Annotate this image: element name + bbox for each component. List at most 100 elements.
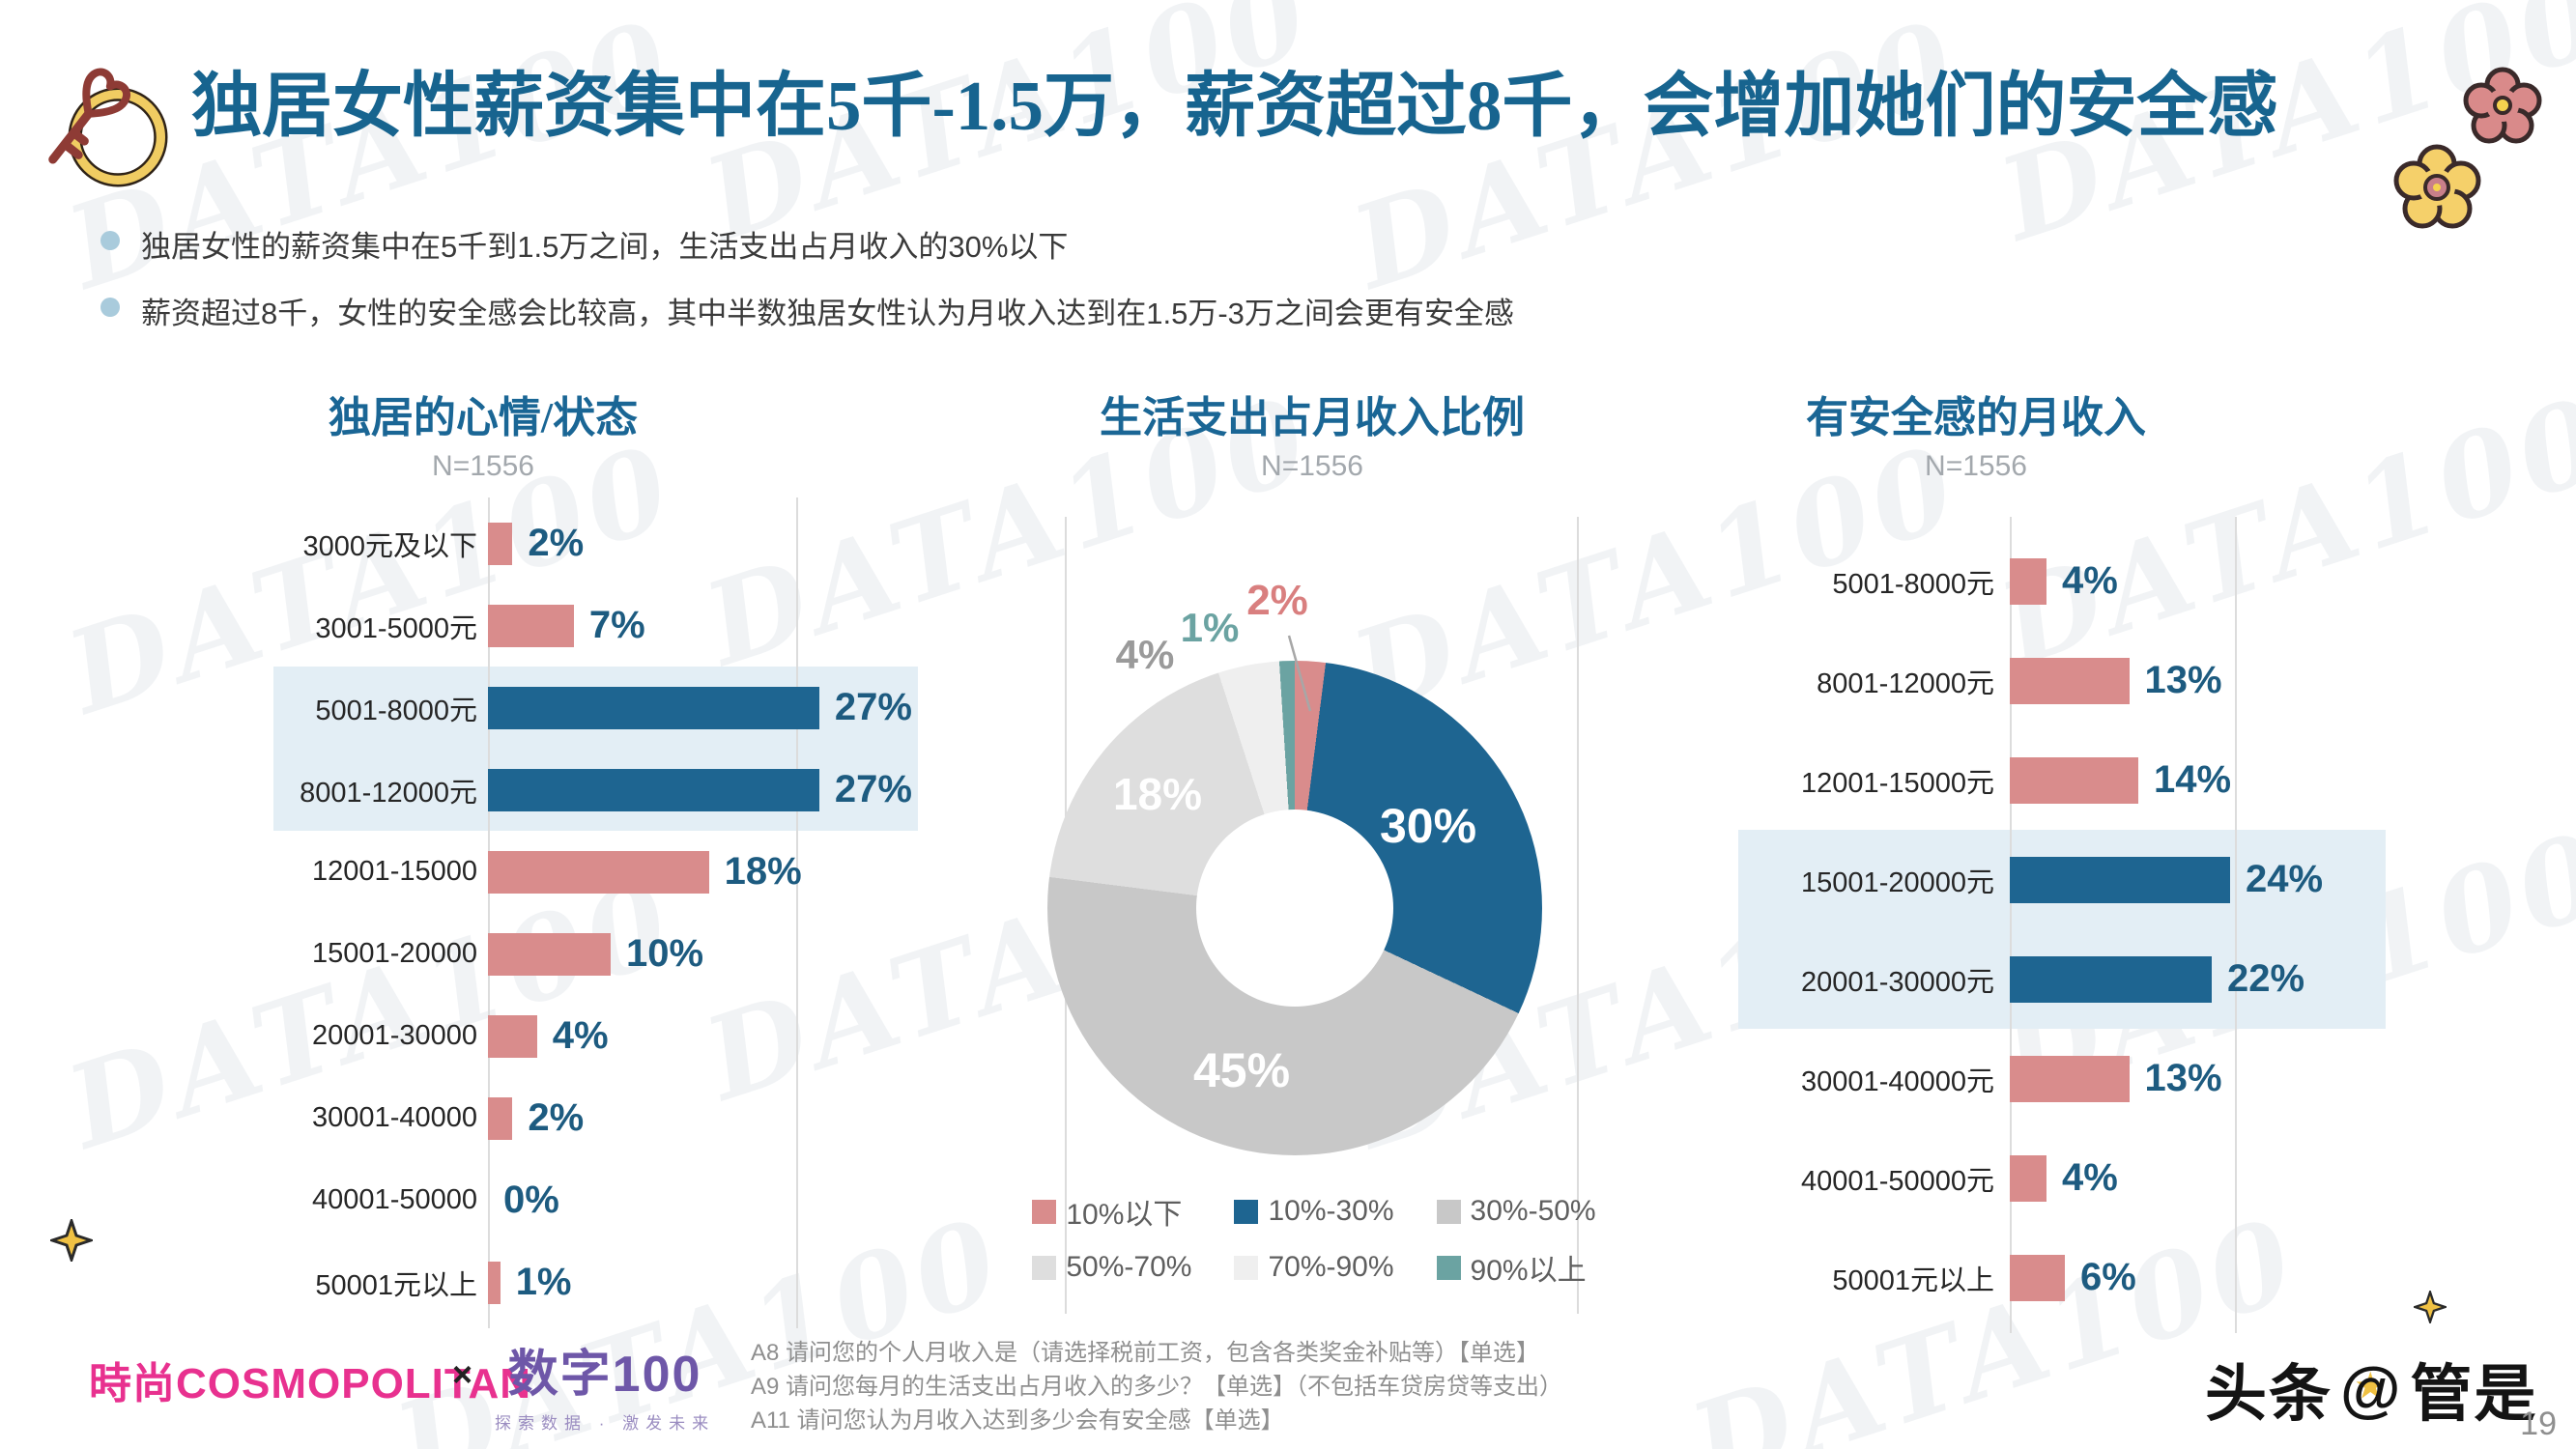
axis-line: [488, 497, 490, 1328]
bar: [2010, 955, 2212, 1003]
bar: [488, 1261, 501, 1304]
category-label: 3001-5000元: [315, 612, 477, 644]
bar-row: 12001-15000元 14%: [1681, 730, 2435, 830]
legend-label: 70%-90%: [1268, 1251, 1394, 1283]
question-note: A9 请问您每月的生活支出占月收入的多少？【单选】（不包括车贷房贷等支出）: [751, 1373, 1563, 1400]
bar-track: 27%: [488, 768, 937, 811]
legend-item: 10%以下: [1032, 1190, 1191, 1233]
value-label: 2%: [528, 1096, 585, 1139]
bar: [488, 522, 513, 565]
bar-track: 4%: [488, 1014, 937, 1058]
slice-label: 45%: [1192, 1043, 1291, 1097]
value-label: 4%: [2062, 1156, 2118, 1199]
sample-size: N=1556: [432, 450, 534, 482]
value-label: 14%: [2154, 758, 2232, 801]
slice-label: 2%: [1246, 577, 1308, 624]
bar-track: 18%: [488, 850, 937, 894]
bar-row: 20001-30000 4%: [164, 995, 937, 1077]
data100-logo: 数字100 探索数据 · 激发未来: [495, 1333, 715, 1434]
category-label: 3000元及以下: [302, 530, 477, 562]
category-label: 12001-15000元: [1801, 767, 1994, 799]
question-note: A8 请问您的个人月收入是（请选择税前工资，包含各类奖金补贴等）【单选】: [751, 1340, 1540, 1366]
legend-label: 50%-70%: [1066, 1251, 1192, 1283]
category-label: 8001-12000元: [300, 777, 477, 809]
security-chart-header: 有安全感的月收入 N=1556: [1676, 383, 2275, 483]
expense-chart-header: 生活支出占月收入比例 N=1556: [1013, 383, 1612, 483]
gridline: [2235, 517, 2237, 1333]
bullet-dot-icon: [100, 231, 120, 250]
sample-size: N=1556: [1925, 450, 2027, 482]
value-label: 27%: [834, 768, 912, 810]
bar-track: 27%: [488, 686, 937, 729]
bar-track: 13%: [2010, 657, 2435, 704]
at-glyph: @: [2340, 1354, 2403, 1424]
bar-row: 50001元以上 1%: [164, 1241, 937, 1323]
bar: [2010, 856, 2230, 903]
category-label: 5001-8000元: [315, 695, 477, 726]
heart-key-icon: [48, 68, 168, 187]
category-label: 5001-8000元: [1832, 568, 1994, 600]
value-label: 13%: [2144, 659, 2222, 701]
bar: [2010, 756, 2138, 804]
page-number: 19: [2520, 1406, 2557, 1442]
slice-label: 18%: [1112, 769, 1203, 819]
legend-item: 10%-30%: [1234, 1190, 1394, 1233]
gridline: [796, 497, 798, 1328]
bar: [2010, 1154, 2046, 1202]
bar-row: 50001元以上 6%: [1681, 1228, 2435, 1327]
category-label: 15001-20000元: [1801, 867, 1994, 898]
bar: [2010, 657, 2130, 704]
data100-logo-text: 数字100: [507, 1347, 702, 1403]
category-label: 15001-20000: [312, 938, 477, 969]
question-note: A11 请问您认为月收入达到多少会有安全感【单选】: [751, 1406, 1284, 1434]
category-label: 8001-12000元: [1817, 668, 1994, 699]
slice-label: 1%: [1180, 605, 1240, 650]
bar-row: 30001-40000元 13%: [1681, 1029, 2435, 1128]
bar-row: 40001-50000 0%: [164, 1159, 937, 1241]
value-label: 22%: [2227, 957, 2305, 1000]
legend-swatch: [1234, 1255, 1259, 1280]
value-label: 4%: [552, 1014, 609, 1057]
category-label: 30001-40000元: [1801, 1065, 1994, 1097]
bar: [488, 1096, 513, 1140]
value-label: 24%: [2246, 858, 2324, 900]
bar: [488, 1014, 537, 1058]
category-label: 30001-40000: [312, 1102, 477, 1133]
value-label: 0%: [503, 1179, 559, 1221]
bar-row: 8001-12000元 13%: [1681, 631, 2435, 730]
bar-track: 7%: [488, 604, 937, 647]
legend-swatch: [1032, 1199, 1057, 1224]
donut-legend: 10%以下 10%-30% 30%-50% 50%-70% 70%-90% 90…: [1022, 1190, 1606, 1289]
legend-swatch: [1436, 1199, 1461, 1224]
bar-row: 3000元及以下 2%: [164, 502, 937, 584]
salary-bar-chart: 3000元及以下 2% 3001-5000元 7% 5001-8000元 27%…: [164, 502, 937, 1323]
bar-track: 14%: [2010, 756, 2435, 804]
bar-track: 24%: [2010, 856, 2435, 903]
sparkle-icon: [50, 1219, 93, 1262]
gridline: [1577, 517, 1579, 1314]
bar-track: 4%: [2010, 557, 2435, 605]
category-label: 50001元以上: [315, 1269, 477, 1301]
category-label: 20001-30000: [312, 1020, 477, 1051]
flower-icons: [2393, 67, 2542, 229]
category-label: 20001-30000元: [1801, 966, 1994, 998]
security-bar-chart: 5001-8000元 4% 8001-12000元 13% 12001-1500…: [1681, 531, 2435, 1327]
bar: [2010, 1055, 2130, 1102]
legend-item: 30%-50%: [1436, 1190, 1596, 1233]
bar: [488, 768, 819, 811]
bullet-item: 独居女性的薪资集中在5千到1.5万之间，生活支出占月收入的30%以下: [100, 222, 1514, 266]
chart-title: 独居的心情/状态: [328, 394, 639, 441]
bar-row: 5001-8000元 27%: [164, 667, 937, 749]
legend-item: 90%以上: [1436, 1246, 1596, 1289]
survey-question-notes: A8 请问您的个人月收入是（请选择税前工资，包含各类奖金补贴等）【单选】 A9 …: [751, 1337, 1562, 1437]
legend-item: 70%-90%: [1234, 1246, 1394, 1289]
value-label: 7%: [588, 604, 645, 646]
value-label: 2%: [528, 522, 585, 564]
sparkle-icon: [2414, 1291, 2447, 1323]
category-label: 40001-50000元: [1801, 1165, 1994, 1197]
bar-row: 15001-20000 10%: [164, 913, 937, 995]
bar-row: 3001-5000元 7%: [164, 584, 937, 667]
bar-track: 4%: [2010, 1154, 2435, 1202]
salary-chart-header: 独居的心情/状态 N=1556: [184, 383, 783, 483]
bar-row: 8001-12000元 27%: [164, 749, 937, 831]
